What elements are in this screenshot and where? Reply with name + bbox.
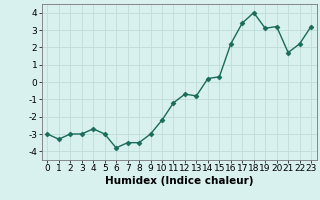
X-axis label: Humidex (Indice chaleur): Humidex (Indice chaleur)	[105, 176, 253, 186]
